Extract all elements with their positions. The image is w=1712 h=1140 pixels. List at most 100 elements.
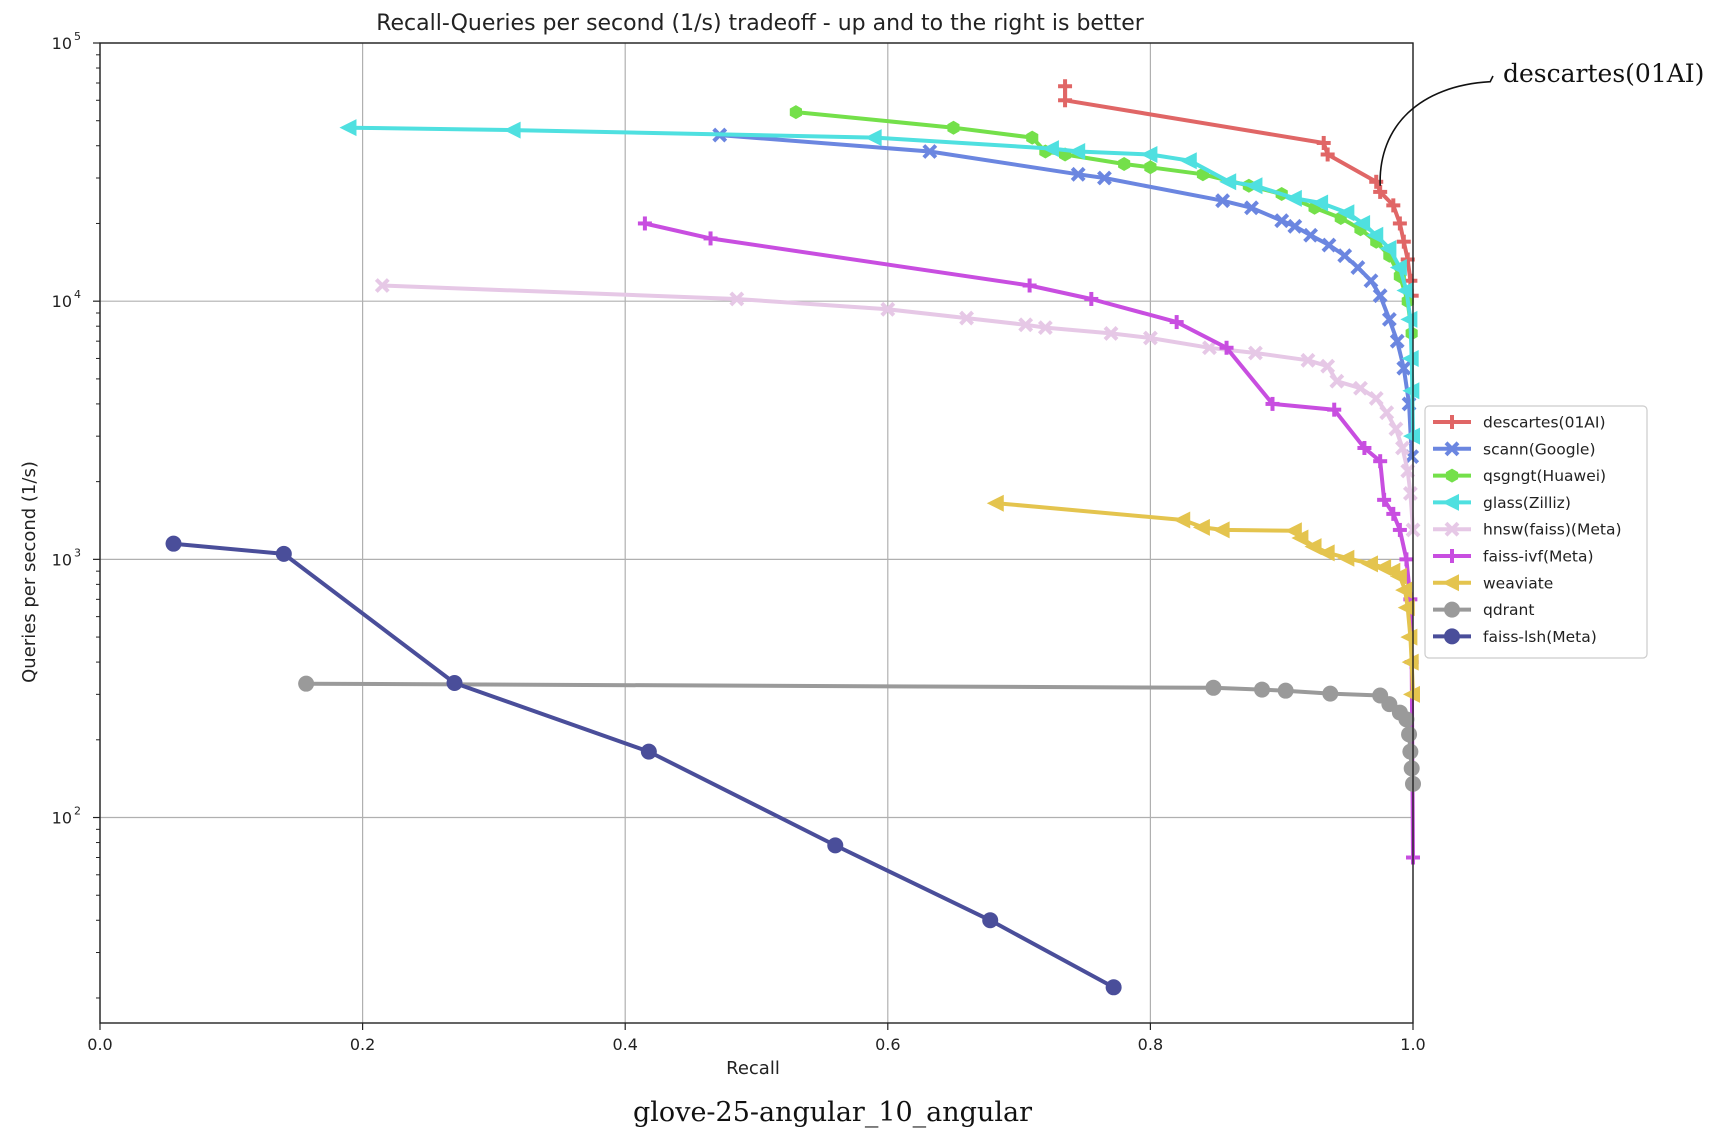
marker-x-b [1248, 345, 1263, 361]
series-line [173, 541, 1115, 990]
marker-triangle [1366, 226, 1384, 244]
marker-x-b [1337, 248, 1353, 264]
marker-circle [446, 674, 463, 691]
marker-x-b [959, 310, 974, 326]
y-tick-exponent: 2 [74, 805, 81, 818]
marker-triangle [1379, 239, 1397, 257]
y-tick-label: 10 [52, 292, 72, 311]
marker-circle [640, 743, 657, 760]
marker-x-b [1353, 380, 1368, 396]
marker-x [729, 291, 745, 307]
plot-frame [99, 42, 1414, 1024]
chart-title: Recall-Queries per second (1/s) tradeoff… [376, 11, 1145, 36]
y-axis-label: Queries per second (1/s) [19, 461, 40, 683]
marker-triangle [1389, 259, 1407, 277]
marker-triangle [1304, 538, 1322, 556]
marker-triangle [339, 119, 357, 137]
marker-triangle [1397, 599, 1415, 617]
marker-plus [1386, 198, 1401, 213]
marker-plus [1219, 340, 1234, 355]
marker-triangle [986, 494, 1004, 512]
marker-triangle [1140, 145, 1158, 163]
marker-x [1444, 521, 1460, 537]
marker-plus [1022, 278, 1037, 293]
legend-label: hnsw(faiss)(Meta) [1483, 521, 1622, 539]
marker-plus [703, 231, 718, 246]
marker-plus [1392, 522, 1407, 537]
x-tick-label: 0.0 [87, 1035, 112, 1054]
marker-plus [1373, 454, 1388, 469]
marker-circle [1277, 682, 1294, 699]
x-tick-label: 0.4 [612, 1035, 637, 1054]
marker-triangle [1442, 493, 1459, 511]
marker-triangle [1041, 140, 1059, 158]
marker-x [1372, 288, 1388, 304]
series-weaviate [986, 494, 1420, 703]
figure-caption: glove-25-angular_10_angular [633, 1097, 1032, 1128]
marker-x-b [1350, 260, 1366, 275]
marker-x [1103, 326, 1119, 341]
marker-x-b [1018, 317, 1034, 333]
y-tick-exponent: 4 [74, 288, 81, 301]
marker-x [374, 278, 390, 293]
marker-x-b [729, 291, 745, 307]
marker-circle [1444, 601, 1460, 618]
marker-hexagon [1026, 130, 1039, 145]
marker-x-b [1202, 340, 1217, 356]
series-hnsw-faiss-meta- [374, 278, 1421, 538]
marker-triangle [1353, 214, 1371, 232]
legend-label: qsgngt(Huawei) [1483, 467, 1606, 485]
marker-x [1379, 405, 1395, 421]
marker-triangle [1219, 173, 1237, 191]
marker-triangle [1337, 549, 1355, 567]
legend-item: glass(Zilliz) [1433, 493, 1571, 512]
marker-x-b [374, 278, 390, 293]
marker-plus [1377, 492, 1392, 507]
annotation-text: descartes(01AI) [1503, 59, 1704, 88]
marker-x [1097, 170, 1112, 186]
marker-x-b [1244, 200, 1259, 216]
marker-x-b [922, 144, 938, 159]
marker-x-b [1444, 521, 1460, 537]
marker-x [1287, 218, 1303, 234]
marker-plus [1265, 396, 1280, 411]
marker-circle [982, 912, 999, 929]
marker-x [1402, 486, 1418, 501]
marker-x [1215, 193, 1231, 209]
marker-plus [1399, 552, 1414, 567]
marker-x [1329, 373, 1345, 389]
marker-x [1388, 421, 1404, 437]
marker-triangle [1360, 555, 1378, 573]
marker-x [1353, 380, 1368, 396]
legend-label: glass(Zilliz) [1483, 494, 1571, 512]
marker-x-b [1303, 227, 1319, 243]
marker-x-b [1381, 311, 1397, 327]
marker-x [1248, 345, 1263, 361]
marker-x [1350, 260, 1366, 275]
marker-x [1244, 200, 1259, 216]
marker-x [1321, 237, 1337, 253]
marker-plus [637, 216, 652, 231]
marker-plus [1396, 234, 1411, 249]
series-line [306, 681, 1415, 785]
legend-label: weaviate [1483, 574, 1553, 592]
marker-plus [1320, 147, 1335, 162]
marker-x [959, 310, 974, 326]
marker-plus [1084, 291, 1099, 306]
marker-x-b [1142, 330, 1158, 346]
legend-item: hnsw(faiss)(Meta) [1433, 521, 1622, 539]
marker-hexagon [1118, 157, 1131, 171]
marker-x [922, 144, 938, 159]
series-descartes-01ai- [1058, 79, 1419, 303]
series-layer [165, 79, 1421, 996]
marker-triangle [1317, 544, 1335, 562]
series-qdrant [298, 675, 1421, 792]
marker-x-b [1329, 373, 1345, 389]
marker-circle [1254, 681, 1271, 698]
marker-x-b [1372, 288, 1388, 304]
marker-x [1202, 340, 1217, 356]
x-tick-label: 1.0 [1400, 1035, 1425, 1054]
marker-x [1070, 166, 1086, 182]
